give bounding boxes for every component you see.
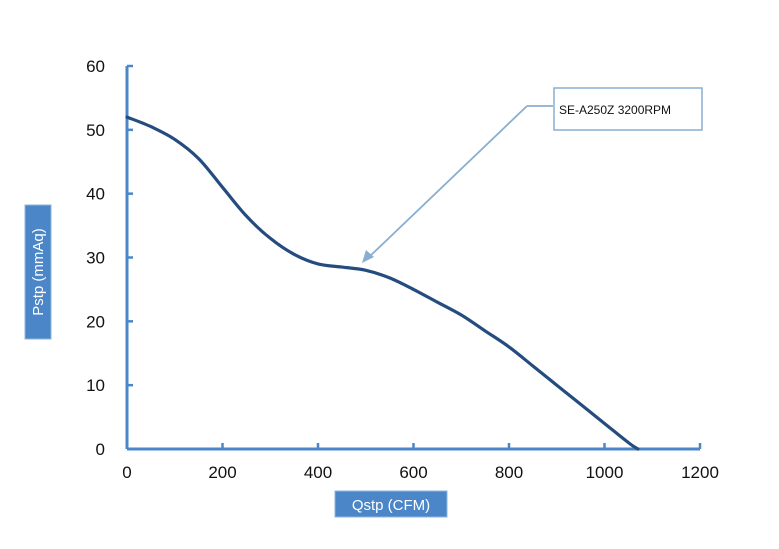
x-tick-label: 1000: [586, 463, 624, 482]
series-layer: [125, 115, 640, 451]
callout: SE-A250Z 3200RPM: [362, 87, 703, 263]
y-tick-label: 50: [86, 121, 105, 140]
y-tick-label: 60: [86, 57, 105, 76]
x-axis-title-text: Qstp (CFM): [352, 497, 430, 514]
y-tick-label: 10: [86, 376, 105, 395]
x-tick-label: 1200: [681, 463, 719, 482]
y-axis-title: Pstp (mmAq): [24, 204, 52, 340]
x-axis: 0 200 400 600 800 1000 1200: [122, 443, 719, 482]
callout-text: SE-A250Z 3200RPM: [559, 103, 671, 117]
y-axis-title-box: [24, 204, 52, 340]
y-tick-label: 0: [96, 440, 105, 459]
x-tick-label: 0: [122, 463, 131, 482]
y-axis: 0 10 20 30 40 50 60: [86, 57, 133, 459]
y-tick-label: 40: [86, 185, 105, 204]
callout-arrow-shaft: [367, 105, 528, 259]
x-tick-label: 400: [304, 463, 332, 482]
callout-arrowhead: [362, 250, 374, 263]
series-line: [125, 115, 640, 451]
x-axis-title: Qstp (CFM): [334, 490, 448, 518]
x-tick-label: 800: [495, 463, 523, 482]
x-tick-label: 600: [399, 463, 427, 482]
x-axis-title-box: [334, 490, 448, 518]
y-axis-title-text: Pstp (mmAq): [30, 228, 47, 316]
callout-box: [553, 87, 703, 131]
x-tick-label: 200: [208, 463, 236, 482]
y-tick-label: 20: [86, 312, 105, 331]
y-tick-label: 30: [86, 249, 105, 268]
